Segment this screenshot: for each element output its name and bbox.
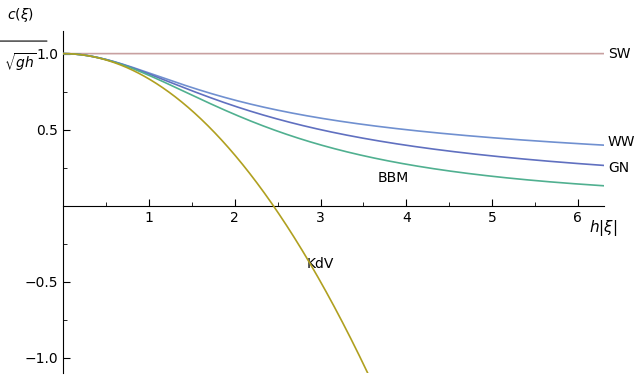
Text: SW: SW — [608, 47, 630, 61]
Text: BBM: BBM — [378, 171, 409, 185]
Text: $c(\xi)$: $c(\xi)$ — [6, 6, 33, 24]
Text: $\sqrt{gh}$: $\sqrt{gh}$ — [3, 51, 37, 73]
Text: $h|\xi|$: $h|\xi|$ — [589, 218, 618, 238]
Text: GN: GN — [608, 162, 629, 176]
Text: KdV: KdV — [307, 256, 334, 271]
Text: WW: WW — [608, 135, 636, 149]
